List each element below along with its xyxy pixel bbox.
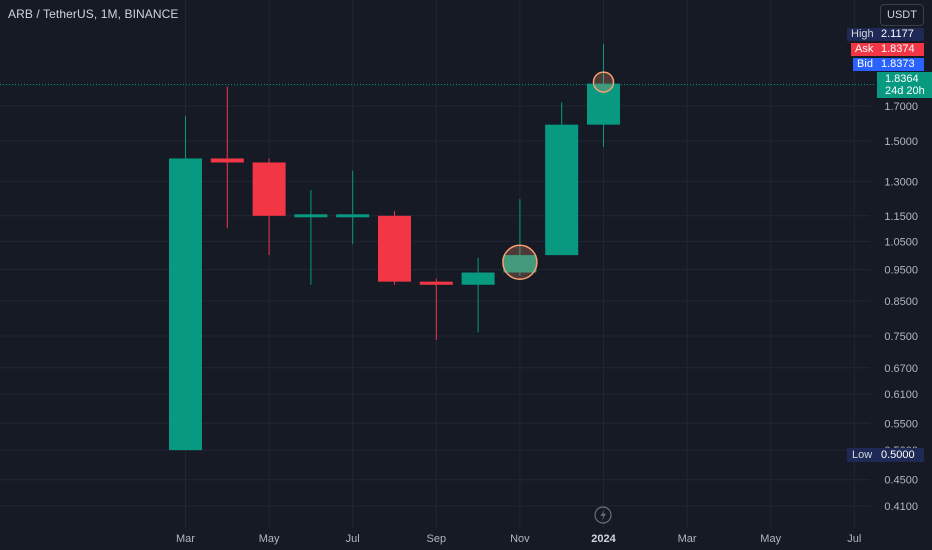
- y-tick-label: 1.0500: [884, 236, 918, 248]
- time-axis: Mar May Jul Sep Nov 2024 Mar May Jul: [176, 533, 861, 545]
- candle-body: [503, 255, 537, 273]
- lightning-icon[interactable]: [594, 506, 612, 524]
- event-marker: [502, 244, 538, 280]
- x-tick-label: May: [259, 533, 280, 545]
- y-tick-label: 0.4500: [884, 475, 918, 487]
- ask-label: Ask: [851, 43, 877, 56]
- bid-label: Bid: [853, 58, 877, 71]
- candle: [419, 278, 453, 340]
- candle: [378, 210, 411, 285]
- candle-body: [294, 214, 328, 218]
- chart-grid: [0, 0, 870, 528]
- candle-body: [587, 83, 620, 125]
- x-tick-label: 2024: [591, 533, 616, 545]
- x-tick-label: Nov: [510, 533, 530, 545]
- candle-body: [210, 158, 244, 163]
- high-label: High: [847, 28, 877, 41]
- candle-body: [545, 124, 579, 256]
- x-tick-label: Jul: [847, 533, 861, 545]
- symbol-title[interactable]: ARB / TetherUS, 1M, BINANCE: [8, 7, 179, 21]
- y-tick-label: 0.6700: [884, 363, 918, 375]
- price-axis: 1.7000 1.5000 1.3000 1.1500 1.0500 0.9500 0.85…: [884, 101, 918, 513]
- high-value: 2.1177: [877, 28, 924, 41]
- candle-body: [252, 162, 286, 216]
- y-tick-label: 1.3000: [884, 176, 918, 188]
- last-price-tag: 1.8364 24d 20h: [877, 72, 932, 98]
- x-tick-label: May: [760, 533, 781, 545]
- x-tick-label: Jul: [346, 533, 360, 545]
- candle: [587, 43, 620, 147]
- y-tick-label: 0.4100: [884, 501, 918, 513]
- candlestick-series: [169, 43, 620, 451]
- ask-value: 1.8374: [877, 43, 924, 56]
- candle: [503, 199, 537, 276]
- candle: [461, 257, 495, 333]
- candle: [545, 102, 579, 256]
- countdown-timer: 24d 20h: [885, 85, 925, 97]
- low-label: Low: [847, 448, 878, 462]
- x-tick-label: Mar: [678, 533, 697, 545]
- candle-body: [169, 158, 202, 451]
- x-tick-label: Mar: [176, 533, 195, 545]
- x-tick-label: Sep: [427, 533, 447, 545]
- candle: [169, 115, 202, 451]
- candle: [210, 86, 244, 229]
- low-value: 0.5000: [877, 448, 924, 462]
- y-tick-label: 0.6100: [884, 389, 918, 401]
- candle-body: [419, 281, 453, 285]
- event-markers: [502, 71, 615, 280]
- candle-body: [378, 215, 411, 282]
- y-tick-label: 0.9500: [884, 265, 918, 277]
- y-tick-label: 0.8500: [884, 296, 918, 308]
- y-tick-label: 1.5000: [884, 136, 918, 148]
- currency-button[interactable]: USDT: [880, 4, 924, 26]
- candle-body: [461, 272, 495, 285]
- bid-value: 1.8373: [877, 58, 924, 71]
- candle: [294, 190, 328, 285]
- candle: [336, 170, 370, 245]
- y-tick-label: 1.7000: [884, 101, 918, 113]
- y-tick-label: 1.1500: [884, 211, 918, 223]
- y-tick-label: 0.5500: [884, 418, 918, 430]
- last-price-value: 1.8364: [885, 73, 919, 85]
- candle-body: [336, 214, 370, 218]
- y-tick-label: 0.7500: [884, 331, 918, 343]
- event-marker: [592, 71, 615, 93]
- candle: [252, 158, 286, 256]
